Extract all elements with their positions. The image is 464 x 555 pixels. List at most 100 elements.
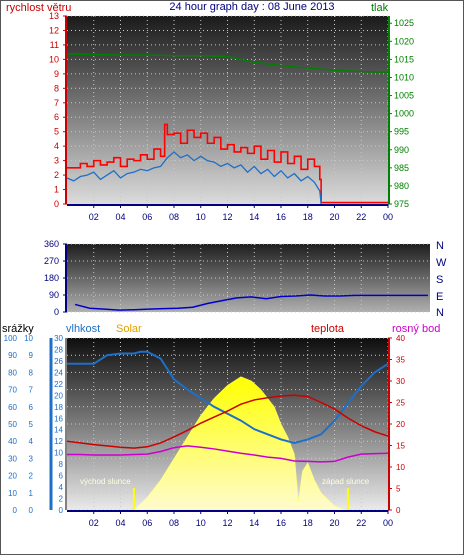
hour-tick-label: 16 bbox=[276, 212, 286, 222]
humidity-tick-label: 50 bbox=[8, 420, 17, 429]
humidity-tick-label: 30 bbox=[8, 454, 17, 463]
hour-tick-label: 12 bbox=[222, 518, 232, 528]
hour-tick-label: 12 bbox=[222, 212, 232, 222]
chart-title: 24 hour graph day : 08 June 2013 bbox=[169, 1, 334, 13]
wind-gust-line bbox=[67, 123, 388, 204]
pressure-tick-label: 985 bbox=[394, 163, 409, 173]
hour-tick-label: 18 bbox=[303, 212, 313, 222]
wind-tick-label: 2 bbox=[54, 170, 59, 180]
hour-tick-label: 06 bbox=[142, 518, 152, 528]
solar-tick-label: 28 bbox=[54, 345, 63, 354]
hour-tick-label: 20 bbox=[329, 212, 339, 222]
axes: 0123456789101112139759809859909951000100… bbox=[4, 11, 414, 528]
rain-tick-label: 8 bbox=[29, 368, 34, 377]
direction-tick-label: 0 bbox=[54, 307, 59, 317]
direction-letter-w: W bbox=[436, 257, 447, 269]
solar-tick-label: 12 bbox=[54, 437, 63, 446]
hour-tick-label: 14 bbox=[249, 518, 259, 528]
hour-tick-label: 08 bbox=[169, 212, 179, 222]
rain-tick-label: 1 bbox=[29, 489, 34, 498]
temp-tick-label: 5 bbox=[396, 485, 401, 494]
hour-tick-label: 22 bbox=[356, 212, 366, 222]
temp-tick-label: 20 bbox=[396, 420, 405, 429]
direction-tick-label: 270 bbox=[44, 256, 59, 266]
wind-tick-label: 13 bbox=[49, 11, 59, 21]
temp-tick-label: 35 bbox=[396, 356, 405, 365]
direction-tick-label: 360 bbox=[44, 239, 59, 249]
rain-tick-label: 9 bbox=[29, 351, 34, 360]
rain-tick-label: 6 bbox=[29, 403, 34, 412]
hour-tick-label: 16 bbox=[276, 518, 286, 528]
temperature-axis-label: teplota bbox=[311, 323, 345, 335]
solar-tick-label: 18 bbox=[54, 403, 63, 412]
wind-tick-label: 7 bbox=[54, 98, 59, 108]
hour-tick-label: 00 bbox=[383, 212, 393, 222]
pressure-tick-label: 1005 bbox=[394, 91, 414, 101]
solar-axis-label: Solar bbox=[116, 323, 142, 335]
pressure-line bbox=[66, 53, 389, 74]
solar-tick-label: 6 bbox=[59, 472, 64, 481]
hour-tick-label: 08 bbox=[169, 518, 179, 528]
solar-tick-label: 30 bbox=[54, 334, 63, 343]
humidity-tick-label: 0 bbox=[13, 506, 18, 515]
wind-axis-label: rychlost větru bbox=[6, 2, 71, 14]
pressure-tick-label: 1010 bbox=[394, 72, 414, 82]
pressure-tick-label: 1015 bbox=[394, 54, 414, 64]
humidity-tick-label: 10 bbox=[8, 489, 17, 498]
direction-tick-label: 180 bbox=[44, 273, 59, 283]
temp-tick-label: 40 bbox=[396, 334, 405, 343]
hour-tick-label: 02 bbox=[89, 518, 99, 528]
temp-tick-label: 10 bbox=[396, 463, 405, 472]
hour-tick-label: 06 bbox=[142, 212, 152, 222]
hour-tick-label: 04 bbox=[115, 212, 125, 222]
humidity-line bbox=[67, 350, 389, 444]
wind-tick-label: 1 bbox=[54, 185, 59, 195]
hour-tick-label: 20 bbox=[329, 518, 339, 528]
rain-tick-label: 5 bbox=[29, 420, 34, 429]
sunrise-label: východ slunce bbox=[80, 477, 131, 486]
wind-direction-line bbox=[74, 294, 428, 311]
rain-tick-label: 7 bbox=[29, 386, 34, 395]
hour-tick-label: 22 bbox=[356, 518, 366, 528]
solar-tick-label: 0 bbox=[59, 506, 64, 515]
rain-tick-label: 10 bbox=[24, 334, 33, 343]
pressure-tick-label: 975 bbox=[394, 199, 409, 209]
solar-tick-label: 20 bbox=[54, 391, 63, 400]
wind-average-line bbox=[66, 151, 322, 205]
rain-tick-label: 4 bbox=[29, 437, 34, 446]
humidity-tick-label: 60 bbox=[8, 403, 17, 412]
wind-tick-label: 3 bbox=[54, 156, 59, 166]
solar-tick-label: 14 bbox=[54, 426, 63, 435]
temp-tick-label: 15 bbox=[396, 442, 405, 451]
wind-tick-label: 0 bbox=[54, 199, 59, 209]
humidity-tick-label: 70 bbox=[8, 386, 17, 395]
solar-tick-label: 2 bbox=[59, 495, 64, 504]
solar-tick-label: 10 bbox=[54, 449, 63, 458]
pressure-axis-label: tlak bbox=[371, 2, 389, 14]
rain-tick-label: 0 bbox=[29, 506, 34, 515]
humidity-tick-label: 90 bbox=[8, 351, 17, 360]
wind-tick-label: 5 bbox=[54, 127, 59, 137]
solar-tick-label: 8 bbox=[59, 460, 64, 469]
hour-tick-label: 04 bbox=[115, 518, 125, 528]
hour-tick-label: 02 bbox=[89, 212, 99, 222]
wind-tick-label: 8 bbox=[54, 83, 59, 93]
direction-letter-s: S bbox=[436, 274, 443, 286]
rain-tick-label: 2 bbox=[29, 472, 34, 481]
wind-tick-label: 10 bbox=[49, 54, 59, 64]
rain-axis-label: srážky bbox=[2, 323, 34, 335]
solar-area bbox=[133, 376, 346, 511]
hour-tick-label: 14 bbox=[249, 212, 259, 222]
temp-tick-label: 30 bbox=[396, 377, 405, 386]
wind-tick-label: 4 bbox=[54, 141, 59, 151]
solar-tick-label: 16 bbox=[54, 414, 63, 423]
pressure-tick-label: 990 bbox=[394, 145, 409, 155]
temp-tick-label: 25 bbox=[396, 399, 405, 408]
direction-letter-n-bottom: N bbox=[436, 307, 444, 319]
solar-tick-label: 22 bbox=[54, 380, 63, 389]
direction-letter-e: E bbox=[436, 291, 443, 303]
wind-tick-label: 6 bbox=[54, 112, 59, 122]
humidity-tick-label: 20 bbox=[8, 472, 17, 481]
hour-tick-label: 18 bbox=[303, 518, 313, 528]
